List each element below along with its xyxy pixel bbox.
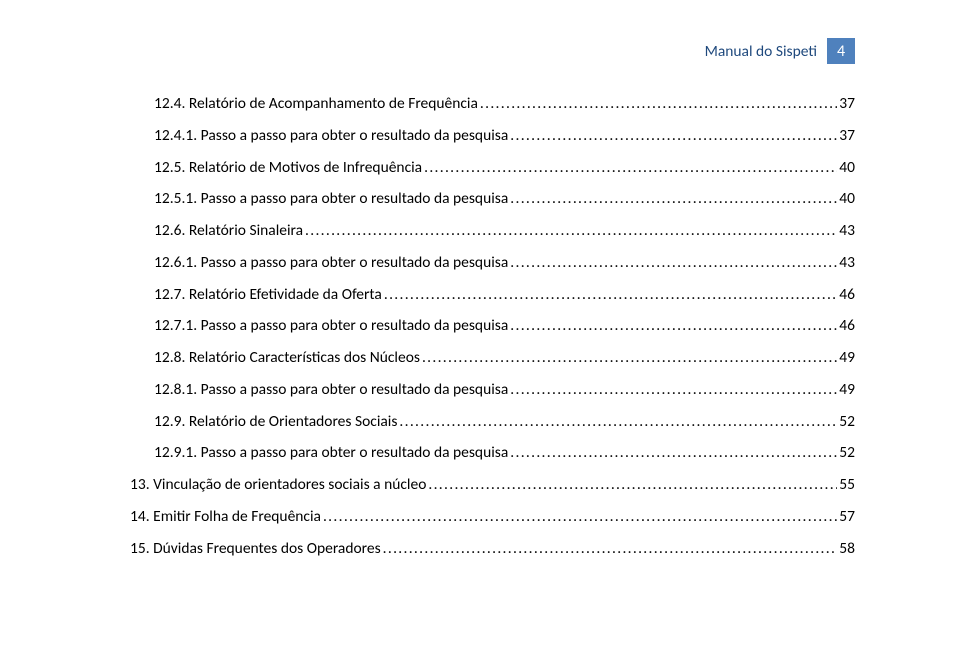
toc-label: 12.4.1. Passo a passo para obter o resul… [154, 128, 508, 144]
toc-entry: 12.7.1. Passo a passo para obter o resul… [154, 318, 855, 334]
toc-page: 52 [839, 414, 855, 430]
toc-label: 12.5.1. Passo a passo para obter o resul… [154, 191, 508, 207]
toc-label: 12.7. Relatório Efetividade da Oferta [154, 287, 382, 303]
toc-leader [384, 287, 837, 303]
toc-label: 12.6. Relatório Sinaleira [154, 223, 303, 239]
toc-leader [510, 128, 837, 144]
toc-label: 12.9.1. Passo a passo para obter o resul… [154, 445, 508, 461]
toc-label: 13. Vinculação de orientadores sociais a… [130, 477, 426, 493]
toc-label: 12.9. Relatório de Orientadores Sociais [154, 414, 397, 430]
toc-page: 58 [839, 541, 855, 557]
toc-entry: 15. Dúvidas Frequentes dos Operadores 58 [130, 541, 855, 557]
toc-leader [305, 223, 837, 239]
toc-entry: 12.4. Relatório de Acompanhamento de Fre… [154, 96, 855, 112]
toc-label: 12.5. Relatório de Motivos de Infrequênc… [154, 160, 422, 176]
toc-entry: 13. Vinculação de orientadores sociais a… [130, 477, 855, 493]
toc-entry: 12.5. Relatório de Motivos de Infrequênc… [154, 160, 855, 176]
toc-page: 46 [839, 287, 855, 303]
toc-label: 12.8.1. Passo a passo para obter o resul… [154, 382, 508, 398]
toc-page: 49 [839, 350, 855, 366]
toc-label: 12.7.1. Passo a passo para obter o resul… [154, 318, 508, 334]
toc-leader [422, 350, 837, 366]
toc-entry: 12.6. Relatório Sinaleira 43 [154, 223, 855, 239]
toc-page: 46 [839, 318, 855, 334]
toc-entry: 12.8.1. Passo a passo para obter o resul… [154, 382, 855, 398]
toc-page: 43 [839, 255, 855, 271]
toc-entry: 14. Emitir Folha de Frequência 57 [130, 509, 855, 525]
toc-entry: 12.8. Relatório Características dos Núcl… [154, 350, 855, 366]
toc-entry: 12.9. Relatório de Orientadores Sociais … [154, 414, 855, 430]
toc-page: 52 [839, 445, 855, 461]
toc-page: 43 [839, 223, 855, 239]
toc-leader [383, 541, 838, 557]
toc-page: 49 [839, 382, 855, 398]
toc-page: 37 [839, 128, 855, 144]
toc-page: 57 [839, 509, 855, 525]
toc-leader [323, 509, 837, 525]
toc-page: 40 [839, 160, 855, 176]
toc-leader [424, 160, 837, 176]
toc-leader [510, 382, 837, 398]
toc-entry: 12.5.1. Passo a passo para obter o resul… [154, 191, 855, 207]
table-of-contents: 12.4. Relatório de Acompanhamento de Fre… [130, 96, 855, 557]
header-title: Manual do Sispeti [705, 42, 817, 61]
toc-leader [510, 318, 837, 334]
toc-entry: 12.9.1. Passo a passo para obter o resul… [154, 445, 855, 461]
toc-label: 12.4. Relatório de Acompanhamento de Fre… [154, 96, 478, 112]
toc-leader [510, 191, 837, 207]
toc-entry: 12.7. Relatório Efetividade da Oferta 46 [154, 287, 855, 303]
toc-entry: 12.6.1. Passo a passo para obter o resul… [154, 255, 855, 271]
toc-label: 12.6.1. Passo a passo para obter o resul… [154, 255, 508, 271]
toc-page: 55 [839, 477, 855, 493]
toc-leader [428, 477, 837, 493]
toc-page: 40 [839, 191, 855, 207]
toc-label: 15. Dúvidas Frequentes dos Operadores [130, 541, 381, 557]
toc-label: 12.8. Relatório Características dos Núcl… [154, 350, 420, 366]
toc-leader [480, 96, 837, 112]
toc-leader [399, 414, 837, 430]
header-page-badge: 4 [827, 38, 855, 64]
toc-label: 14. Emitir Folha de Frequência [130, 509, 321, 525]
toc-entry: 12.4.1. Passo a passo para obter o resul… [154, 128, 855, 144]
page-header: Manual do Sispeti 4 [705, 38, 855, 64]
toc-leader [510, 255, 837, 271]
toc-leader [510, 445, 837, 461]
toc-page: 37 [839, 96, 855, 112]
